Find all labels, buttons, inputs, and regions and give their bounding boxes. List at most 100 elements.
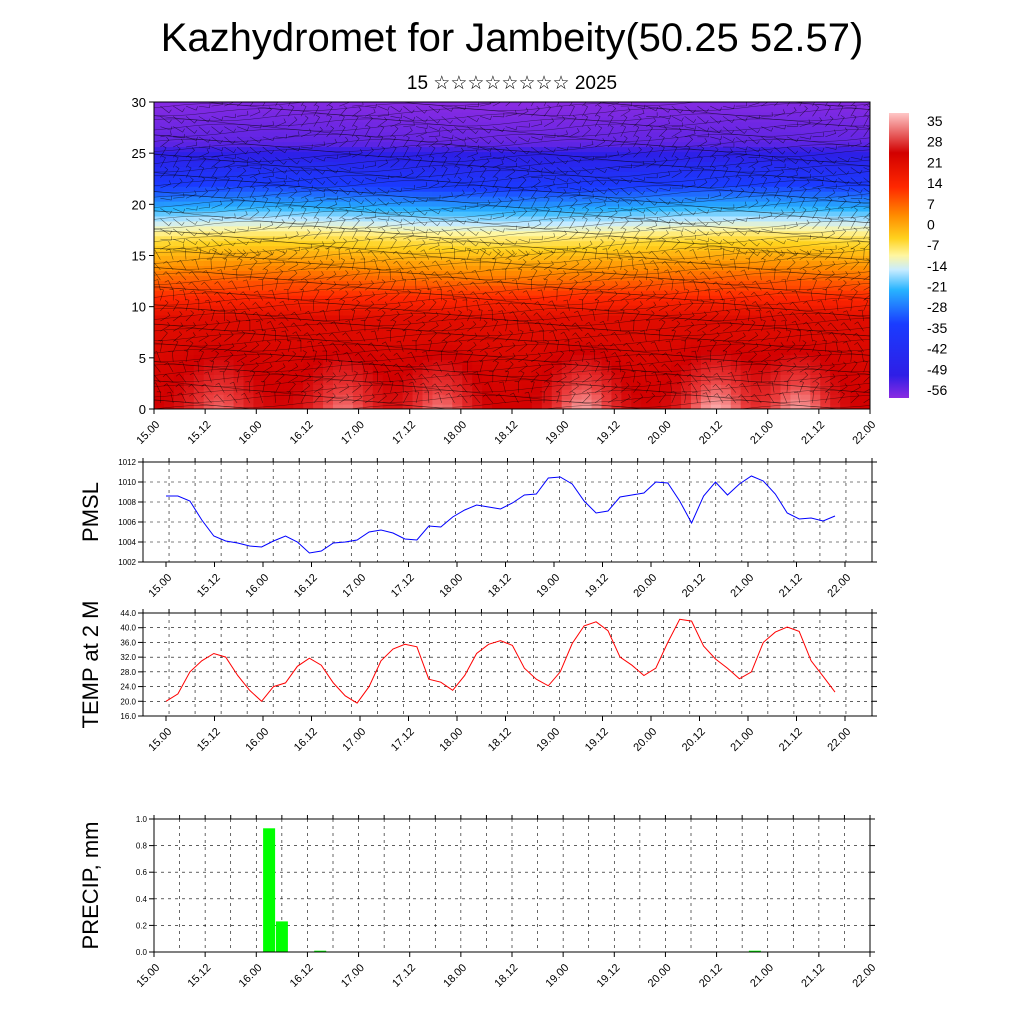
heatmap-cell — [541, 102, 553, 108]
heatmap-cell — [422, 349, 434, 356]
heatmap-cell — [830, 309, 841, 316]
heatmap-cell — [601, 151, 613, 158]
heatmap-cell — [681, 116, 692, 123]
heatmap-cell — [710, 191, 722, 197]
heatmap-cell — [352, 156, 364, 163]
heatmap-cell — [482, 319, 493, 326]
heatmap-cell — [462, 394, 473, 400]
heatmap-cell — [283, 191, 294, 197]
heatmap-cell — [561, 210, 573, 217]
heatmap-cell — [263, 374, 274, 380]
heatmap-cell — [342, 374, 354, 380]
heatmap-cell — [661, 379, 672, 385]
heatmap-cell — [551, 136, 563, 143]
wind-barb — [160, 236, 172, 241]
wind-barb — [326, 102, 333, 107]
heatmap-cell — [183, 230, 195, 237]
wind-barb — [211, 249, 224, 256]
heatmap-cell — [263, 116, 274, 123]
heatmap-cell — [790, 235, 801, 242]
heatmap-cell — [452, 111, 463, 118]
heatmap-cell — [571, 166, 583, 172]
heatmap-cell — [233, 305, 245, 311]
heatmap-cell — [770, 131, 782, 138]
heatmap-cell — [651, 151, 662, 158]
heatmap-cell — [313, 285, 324, 291]
heatmap-cell — [303, 126, 314, 133]
heatmap-cell — [780, 349, 792, 356]
heatmap-cell — [551, 344, 563, 351]
wind-barb — [214, 281, 225, 291]
heatmap-cell — [641, 399, 652, 405]
heatmap-cell — [790, 344, 801, 351]
heatmap-cell — [780, 379, 792, 385]
heatmap-cell — [233, 270, 245, 276]
heatmap-cell — [840, 215, 851, 222]
heatmap-cell — [362, 161, 374, 167]
wind-barb — [300, 270, 311, 281]
heatmap-cell — [521, 369, 533, 375]
heatmap-cell — [253, 324, 264, 331]
heatmap-cell — [342, 324, 354, 331]
heatmap-cell — [800, 364, 811, 370]
heatmap-cell — [352, 319, 364, 326]
heatmap-cell — [173, 126, 185, 133]
heatmap-cell — [760, 186, 772, 192]
heatmap-cell — [243, 151, 255, 158]
heatmap-cell — [392, 374, 404, 380]
heatmap-cell — [681, 339, 692, 346]
heatmap-cell — [681, 295, 692, 301]
heatmap-cell — [432, 389, 443, 395]
heatmap-cell — [780, 265, 792, 271]
heatmap-cell — [303, 349, 314, 356]
heatmap-cell — [730, 265, 742, 271]
heatmap-cell — [800, 116, 811, 123]
heatmap-cell — [691, 324, 702, 331]
wind-barb — [313, 141, 326, 148]
wind-barb — [237, 110, 249, 117]
heatmap-cell — [402, 334, 414, 341]
heatmap-cell — [661, 374, 672, 380]
heatmap-cell — [154, 191, 165, 197]
heatmap-cell — [860, 151, 870, 158]
heatmap-cell — [631, 166, 642, 172]
wind-barb — [249, 341, 260, 352]
heatmap-cell — [720, 141, 732, 148]
heatmap-cell — [412, 126, 424, 133]
heatmap-cell — [382, 270, 394, 276]
heatmap-cell — [750, 176, 762, 182]
heatmap-cell — [283, 161, 294, 167]
heatmap-cell — [810, 111, 821, 118]
heatmap-cell — [323, 334, 334, 341]
heatmap-cell — [860, 201, 870, 207]
wind-barb — [185, 147, 195, 158]
heatmap-cell — [760, 230, 772, 237]
heatmap-cell — [362, 359, 374, 366]
heatmap-cell — [263, 245, 274, 252]
heatmap-cell — [422, 116, 434, 123]
heatmap-cell — [303, 102, 314, 108]
heatmap-cell — [193, 156, 205, 163]
heatmap-cell — [611, 314, 622, 321]
wind-barb — [211, 342, 222, 352]
heatmap-cell — [860, 319, 870, 326]
heatmap-cell — [541, 161, 553, 167]
heatmap-cell — [173, 290, 185, 296]
heatmap-cell — [422, 285, 434, 291]
heatmap-cell — [581, 384, 593, 390]
heatmap-cell — [671, 344, 682, 351]
heatmap-cell — [333, 220, 344, 227]
heatmap-cell — [750, 250, 762, 257]
heatmap-cell — [730, 349, 742, 356]
heatmap-cell — [482, 364, 493, 370]
heatmap-cell — [631, 131, 642, 138]
heatmap-cell — [392, 369, 404, 375]
heatmap-cell — [770, 394, 782, 400]
heatmap-cell — [462, 210, 473, 217]
heatmap-cell — [183, 166, 195, 172]
heatmap-cell — [840, 344, 851, 351]
heatmap-cell — [293, 295, 304, 301]
heatmap-cell — [850, 230, 861, 237]
heatmap-cell — [273, 220, 284, 227]
wind-barb — [300, 102, 304, 107]
